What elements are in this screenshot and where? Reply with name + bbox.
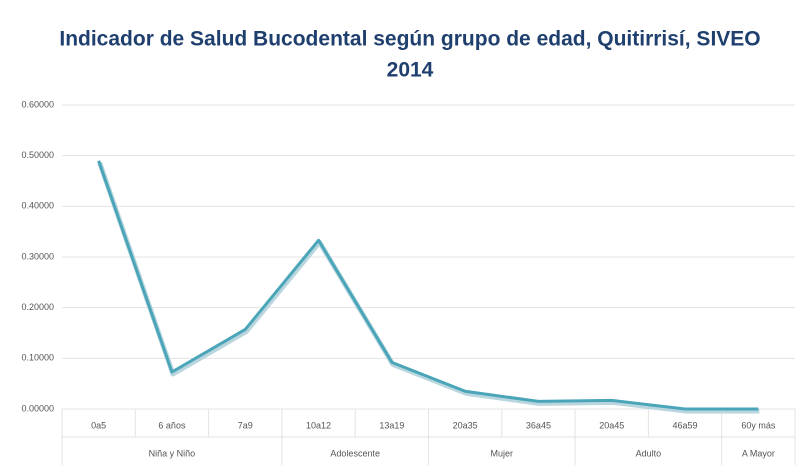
x-tick-label: 60y más	[741, 420, 776, 430]
group-label: Niña y Niño	[149, 448, 196, 458]
y-tick-label: 0.30000	[21, 251, 54, 261]
group-label: A Mayor	[742, 448, 775, 458]
y-tick-label: 0.50000	[21, 150, 54, 160]
group-label: Adolescente	[330, 448, 380, 458]
x-tick-label: 46a59	[673, 420, 698, 430]
y-tick-label: 0.10000	[21, 353, 54, 363]
y-tick-label: 0.40000	[21, 201, 54, 211]
x-tick-label: 13a19	[379, 420, 404, 430]
x-tick-label: 7a9	[238, 420, 253, 430]
group-label: Mujer	[491, 448, 514, 458]
x-tick-label: 0a5	[91, 420, 106, 430]
x-tick-label: 6 años	[158, 420, 186, 430]
x-tick-label: 20a45	[599, 420, 624, 430]
chart-title: Indicador de Salud Bucodental según grup…	[59, 28, 760, 51]
y-tick-label: 0.00000	[21, 403, 54, 413]
y-tick-label: 0.60000	[21, 99, 54, 109]
line-shadow	[97, 161, 760, 414]
chart-title: 2014	[387, 59, 434, 82]
x-tick-label: 36a45	[526, 420, 551, 430]
x-tick-label: 10a12	[306, 420, 331, 430]
x-tick-label: 20a35	[453, 420, 478, 430]
group-label: Adulto	[636, 448, 662, 458]
data-line	[97, 160, 759, 411]
y-tick-label: 0.20000	[21, 302, 54, 312]
